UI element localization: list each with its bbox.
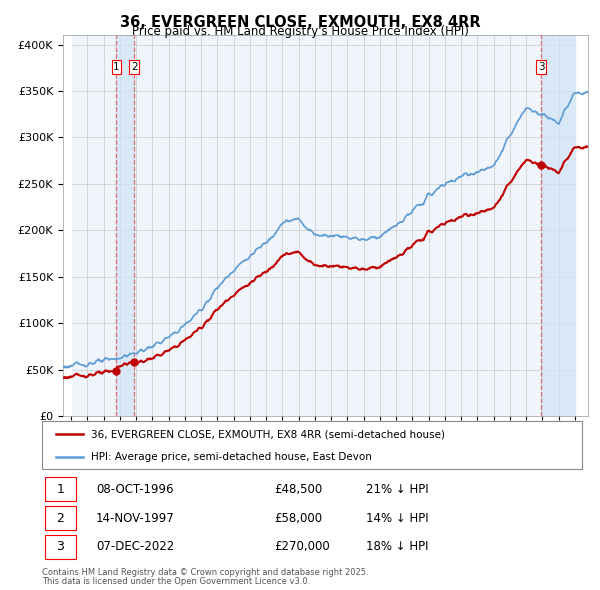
Text: 2: 2: [131, 62, 137, 72]
Text: 08-OCT-1996: 08-OCT-1996: [96, 483, 173, 496]
FancyBboxPatch shape: [42, 421, 582, 469]
Text: 14% ↓ HPI: 14% ↓ HPI: [366, 512, 428, 525]
Text: £48,500: £48,500: [274, 483, 322, 496]
Bar: [63, 35, 71, 416]
FancyBboxPatch shape: [45, 506, 76, 530]
Text: 2: 2: [56, 512, 64, 525]
Text: 14-NOV-1997: 14-NOV-1997: [96, 512, 175, 525]
Text: Contains HM Land Registry data © Crown copyright and database right 2025.: Contains HM Land Registry data © Crown c…: [42, 568, 368, 576]
Bar: [575, 35, 588, 416]
Text: This data is licensed under the Open Government Licence v3.0.: This data is licensed under the Open Gov…: [42, 577, 310, 586]
Text: 21% ↓ HPI: 21% ↓ HPI: [366, 483, 428, 496]
FancyBboxPatch shape: [45, 535, 76, 559]
Bar: [575, 35, 588, 416]
Text: Price paid vs. HM Land Registry's House Price Index (HPI): Price paid vs. HM Land Registry's House …: [131, 25, 469, 38]
Text: HPI: Average price, semi-detached house, East Devon: HPI: Average price, semi-detached house,…: [91, 452, 371, 462]
Text: 36, EVERGREEN CLOSE, EXMOUTH, EX8 4RR: 36, EVERGREEN CLOSE, EXMOUTH, EX8 4RR: [119, 15, 481, 30]
Text: 18% ↓ HPI: 18% ↓ HPI: [366, 540, 428, 553]
Text: 07-DEC-2022: 07-DEC-2022: [96, 540, 174, 553]
Text: 3: 3: [56, 540, 64, 553]
Text: 1: 1: [113, 62, 120, 72]
Bar: [63, 35, 71, 416]
Text: £58,000: £58,000: [274, 512, 322, 525]
Bar: [116, 35, 134, 416]
Text: 1: 1: [56, 483, 64, 496]
Text: £270,000: £270,000: [274, 540, 330, 553]
Bar: [541, 35, 575, 416]
FancyBboxPatch shape: [45, 477, 76, 502]
Text: 3: 3: [538, 62, 545, 72]
Text: 36, EVERGREEN CLOSE, EXMOUTH, EX8 4RR (semi-detached house): 36, EVERGREEN CLOSE, EXMOUTH, EX8 4RR (s…: [91, 429, 445, 439]
